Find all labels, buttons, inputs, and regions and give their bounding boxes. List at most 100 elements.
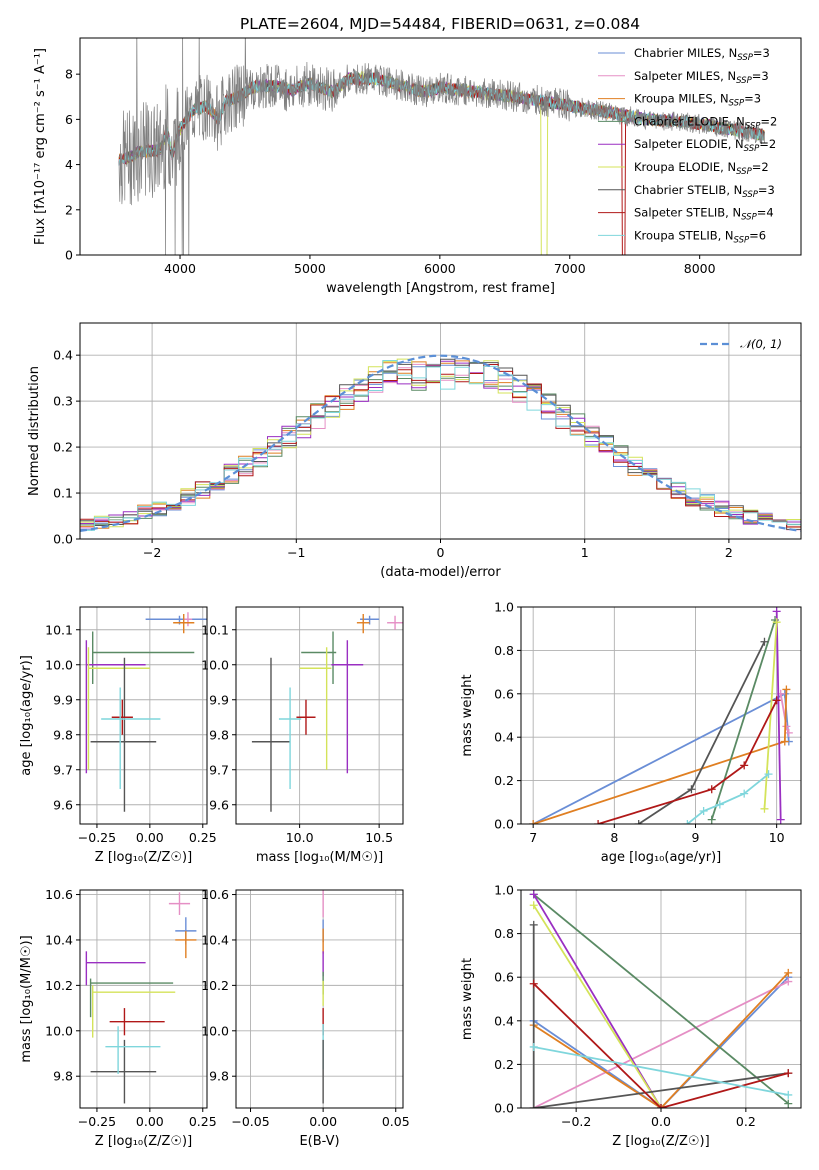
mass_vs_ebv-xtick-label-1: 0.00 bbox=[309, 1114, 337, 1129]
weight_vs_Z-series-chabrier-elodie bbox=[533, 893, 789, 1105]
weight_vs_Z-xtick-label-2: 0.2 bbox=[736, 1114, 756, 1129]
weight_vs_age-xtick-label-3: 10 bbox=[769, 830, 785, 845]
weight_vs_age-ytick-label-2: 0.4 bbox=[494, 730, 514, 745]
age_vs_mass-ytick-label-5: 10.1 bbox=[201, 622, 229, 637]
mass_vs_Z-point-7 bbox=[109, 1008, 165, 1036]
spectrum-xtick-label-3: 7000 bbox=[554, 261, 586, 276]
residuals-xlabel: (data-model)/error bbox=[380, 565, 501, 580]
mass_vs_ebv-xlabel: E(B-V) bbox=[299, 1134, 339, 1149]
legend-label-5: Kroupa ELODIE, N bbox=[634, 160, 736, 174]
age_vs_Z-point-2 bbox=[173, 614, 195, 634]
age_vs_Z-ytick-label-1: 9.7 bbox=[53, 762, 73, 777]
residuals-xtick-label-2: 0 bbox=[437, 545, 445, 560]
weight_vs_age-series-chabrier-elodie bbox=[710, 619, 776, 820]
age_vs_Z-axes bbox=[80, 607, 207, 824]
age_vs_Z-ytick-label-5: 10.1 bbox=[45, 622, 73, 637]
mass_vs_ebv-xtick-label-0: −0.05 bbox=[231, 1114, 269, 1129]
age_vs_Z-point-6 bbox=[90, 657, 157, 812]
weight_vs_age-ytick-label-5: 1.0 bbox=[494, 600, 514, 615]
age_vs_Z-border bbox=[79, 606, 208, 825]
legend-tail-7: =4 bbox=[757, 206, 774, 220]
weight_vs_Z-series-kroupa-stelib bbox=[533, 1046, 789, 1096]
weight_vs_age-marker-8-0 bbox=[683, 820, 692, 824]
weight_vs_age-marker-8-2 bbox=[715, 800, 724, 809]
mass_vs_Z-ylabel: mass [log₁₀(M/M☉)] bbox=[19, 935, 34, 1062]
hist-kroupa-stelib bbox=[80, 360, 801, 531]
weight_vs_age-axes bbox=[521, 606, 801, 825]
age_vs_mass-point-8 bbox=[278, 687, 302, 789]
hist-chabrier-stelib bbox=[80, 358, 801, 530]
weight_vs_age-marker-4-1 bbox=[776, 815, 785, 824]
age_vs_Z-ytick-label-2: 9.8 bbox=[53, 727, 73, 742]
residuals-ytick-label-3: 0.3 bbox=[53, 394, 73, 409]
age_vs_mass-axes bbox=[236, 607, 403, 824]
legend-sub-8: SSP bbox=[734, 235, 750, 245]
spectrum-ytick-label-0: 0 bbox=[65, 248, 73, 263]
residuals-legend-label: 𝒩(0, 1) bbox=[740, 337, 782, 351]
legend-entry-0: Chabrier MILES, NSSP=3 bbox=[634, 46, 770, 63]
legend-tail-5: =2 bbox=[752, 160, 769, 174]
weight_vs_age-marker-6-0 bbox=[634, 820, 643, 824]
residuals-xtick-label-4: 2 bbox=[725, 545, 733, 560]
weight_vs_Z-series-salpeter-miles bbox=[533, 980, 789, 1108]
weight_vs_Z-xtick-label-1: 0.0 bbox=[651, 1114, 671, 1129]
age_vs_Z-xtick-label-1: 0.00 bbox=[136, 830, 164, 845]
age_vs_Z-point-4 bbox=[85, 640, 146, 774]
weight_vs_Z-marker-7-0 bbox=[529, 979, 538, 988]
age_vs_Z-frame: −0.25 0.00 0.25 9.6 9.7 9.8 9.9 10.0 10.1 Z [log₁… bbox=[19, 606, 217, 865]
spectrum-data-line bbox=[118, 38, 765, 255]
weight_vs_age-marker-5-1 bbox=[772, 618, 781, 627]
weight_vs_age-marker-1-1 bbox=[782, 722, 791, 731]
age_vs_Z-xtick-label-2: 0.25 bbox=[189, 830, 217, 845]
weight_vs_age-marker-6-1 bbox=[687, 785, 696, 794]
spectrum-xlabel: wavelength [Angstrom, rest frame] bbox=[326, 281, 555, 296]
age_vs_mass-point-3 bbox=[301, 631, 337, 684]
age_vs_Z-point-3 bbox=[91, 631, 195, 684]
weight_vs_age-series-chabrier-stelib bbox=[638, 641, 766, 824]
weight_vs_age-marker-7-1 bbox=[707, 785, 716, 794]
weight_vs_age-border bbox=[520, 606, 802, 825]
weight_vs_age-marker-7-0 bbox=[594, 820, 603, 824]
weight_vs_age-xtick-label-1: 8 bbox=[610, 830, 618, 845]
weight_vs_age-marker-8-3 bbox=[740, 789, 749, 798]
mass_vs_Z-point-3 bbox=[89, 978, 174, 1018]
spectrum-ylabel: Flux [fλ10⁻¹⁷ erg cm⁻² s⁻¹ A⁻¹] bbox=[33, 48, 48, 245]
mass_vs_Z-xtick-label-1: 0.00 bbox=[136, 1114, 164, 1129]
mass_vs_Z-point-5 bbox=[91, 985, 176, 1038]
spectrum-ytick-label-1: 2 bbox=[65, 202, 73, 217]
weight_vs_age-xlabel: age [log₁₀(age/yr)] bbox=[601, 850, 722, 865]
legend-entry-2: Kroupa MILES, NSSP=3 bbox=[634, 92, 761, 109]
weight_vs_age-marker-8-1 bbox=[699, 806, 708, 815]
weight_vs_age-series-salpeter-elodie bbox=[775, 611, 782, 820]
weight_vs_Z-series-salpeter-elodie bbox=[532, 893, 662, 1108]
legend-label-0: Chabrier MILES, N bbox=[634, 46, 737, 60]
weight_vs_Z-xtick-label-0: −0.2 bbox=[561, 1114, 591, 1129]
weight_vs_Z-ylabel: mass weight bbox=[460, 958, 475, 1040]
mass_vs_ebv-axes bbox=[236, 890, 403, 1108]
mass_vs_ebv-ytick-label-1: 10.0 bbox=[201, 1023, 229, 1038]
mass_vs_Z-ytick-label-0: 9.8 bbox=[53, 1069, 73, 1084]
age_vs_mass-ytick-label-1: 9.7 bbox=[209, 762, 229, 777]
residuals-ytick-label-2: 0.2 bbox=[53, 440, 73, 455]
legend-label-4: Salpeter ELODIE, N bbox=[634, 137, 744, 151]
weight_vs_age-frame: 7 8 9 10 0.0 0.2 0.4 0.6 0.8 1.0 age [log₁₀(age/yr… bbox=[460, 600, 802, 865]
mass_vs_Z-ytick-label-2: 10.2 bbox=[45, 978, 73, 993]
weight_vs_Z-marker-8-0 bbox=[529, 1042, 538, 1051]
legend-tail-8: =6 bbox=[749, 228, 766, 242]
weight_vs_age-marker-3-0 bbox=[707, 815, 716, 824]
age_vs_mass-point-5 bbox=[299, 647, 332, 770]
age_vs_mass-point-4 bbox=[331, 640, 364, 774]
legend-label-2: Kroupa MILES, N bbox=[634, 92, 729, 106]
mass_vs_Z-point-6 bbox=[90, 1039, 157, 1104]
residuals-ytick-label-4: 0.4 bbox=[53, 348, 73, 363]
weight_vs_Z-marker-7-2 bbox=[784, 1069, 793, 1078]
weight_vs_Z-marker-4-0 bbox=[529, 890, 538, 899]
mass_vs_Z-xtick-label-0: −0.25 bbox=[78, 1114, 116, 1129]
mass_vs_Z-point-2 bbox=[175, 930, 197, 959]
legend-entry-3: Chabrier ELODIE, NSSP=2 bbox=[634, 114, 777, 131]
weight_vs_age-ytick-label-1: 0.2 bbox=[494, 773, 514, 788]
legend-sub-1: SSP bbox=[736, 76, 752, 86]
legend-label-7: Salpeter STELIB, N bbox=[634, 206, 741, 220]
legend-entry-6: Chabrier STELIB, NSSP=3 bbox=[634, 183, 775, 200]
